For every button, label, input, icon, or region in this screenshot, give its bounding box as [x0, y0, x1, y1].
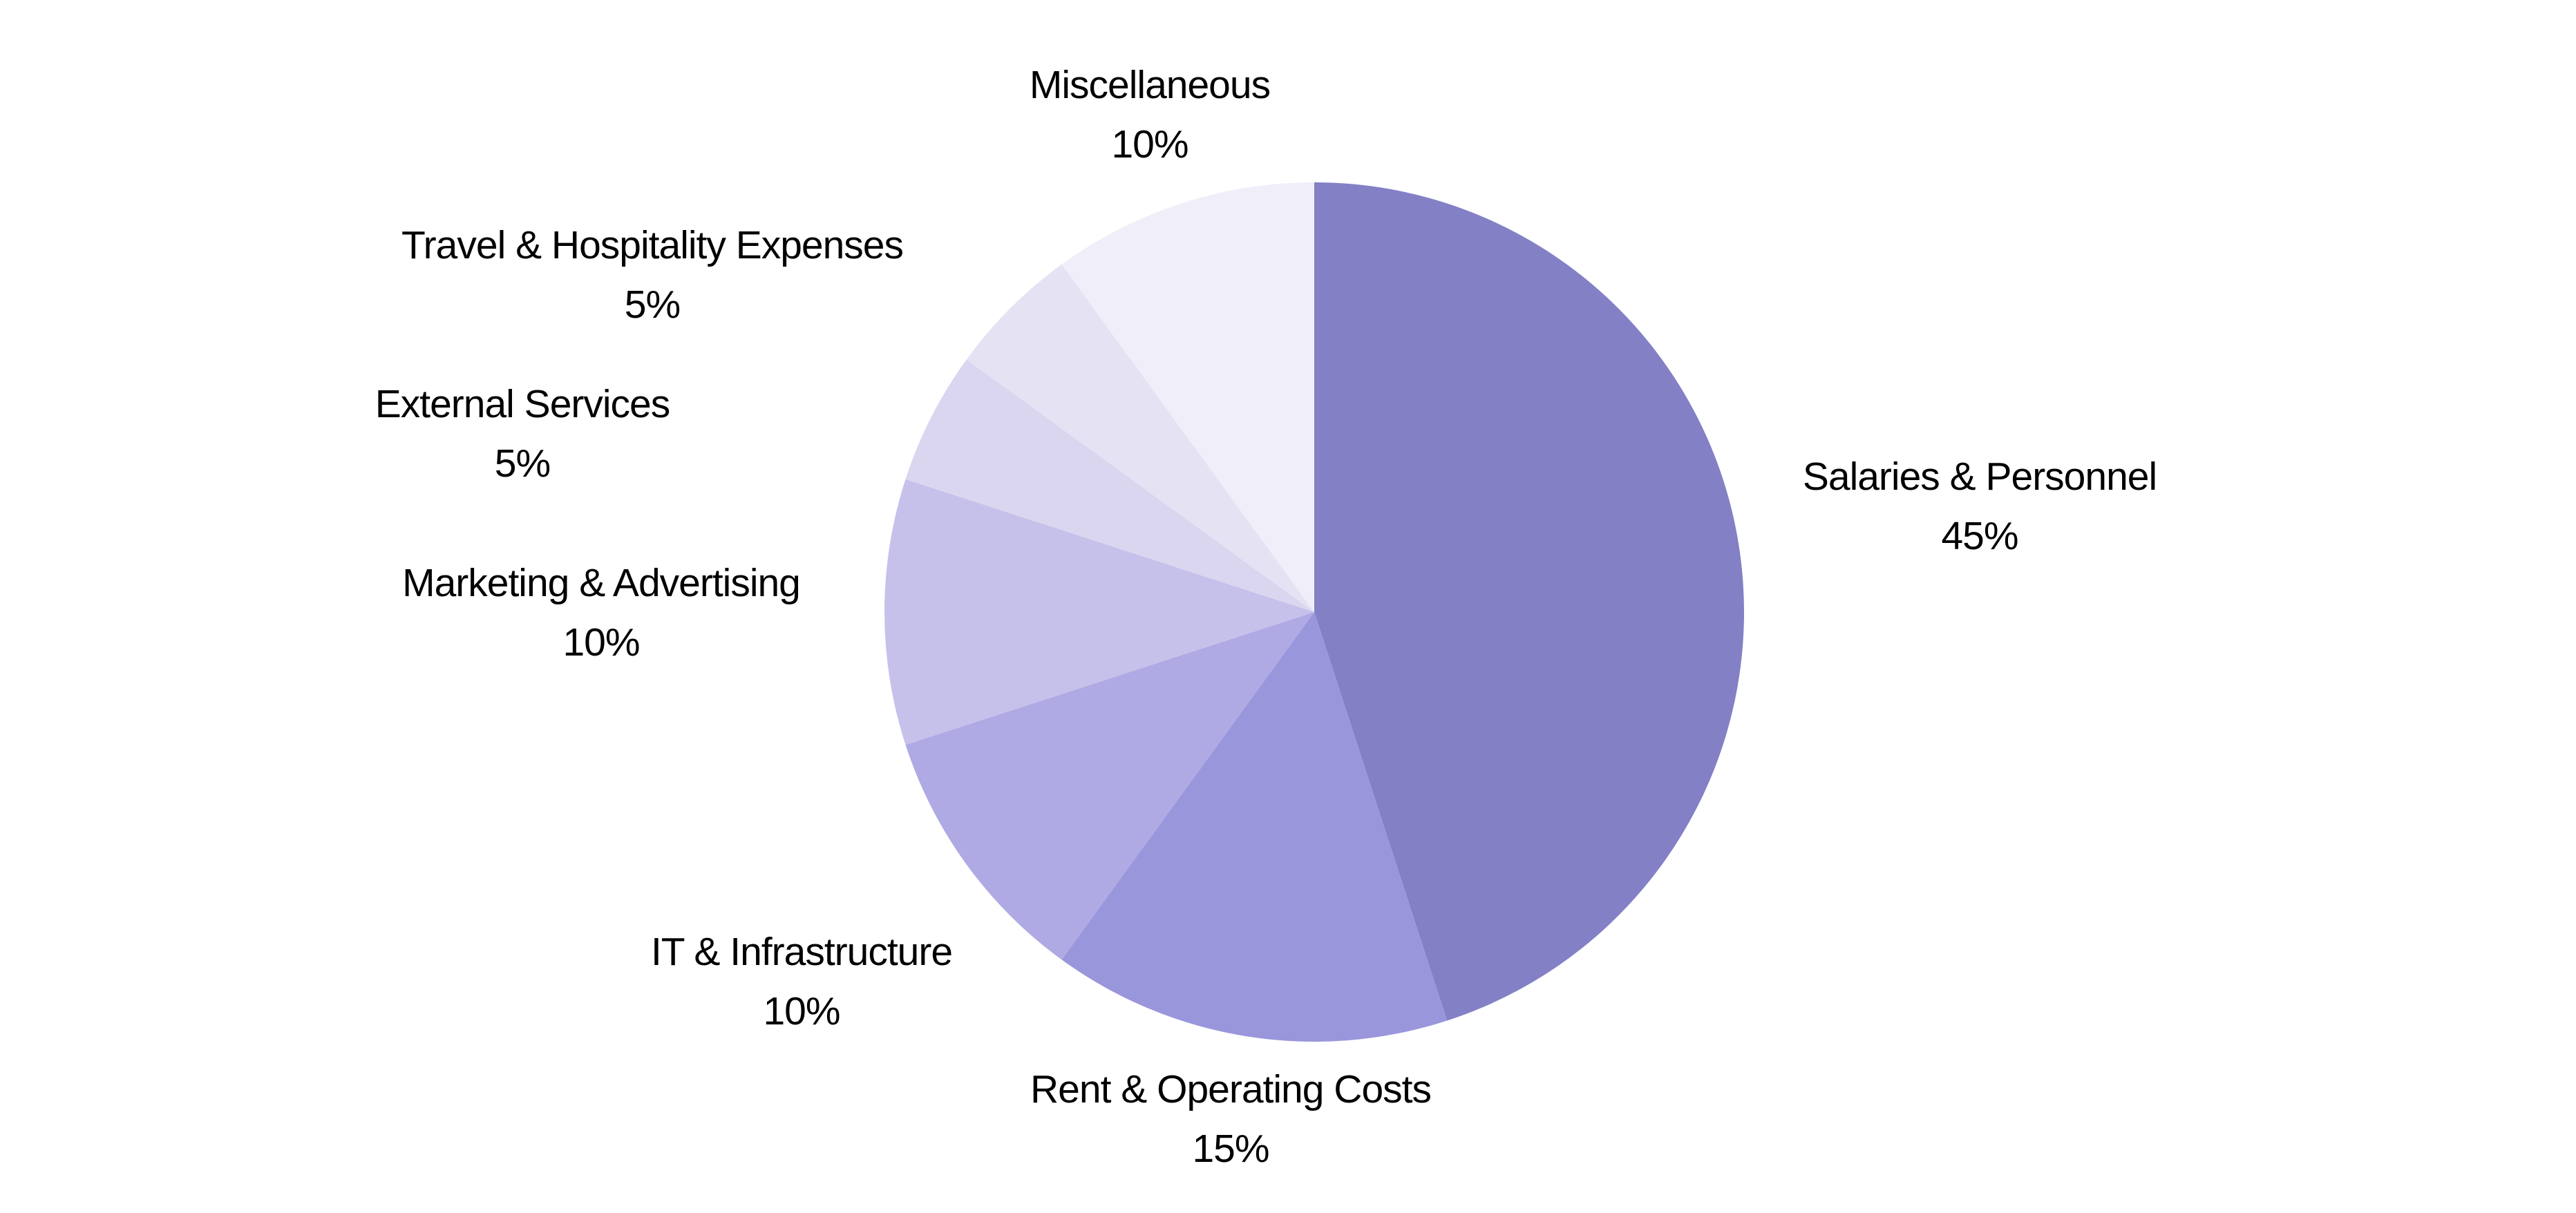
slice-label-name: Salaries & Personnel [1802, 455, 2157, 499]
pie-slice-salaries-personnel [1314, 182, 1745, 1021]
slice-label-travel-hospitality-expenses: Travel & Hospitality Expenses 5% [401, 216, 904, 334]
pie-slice-external-services [905, 359, 1314, 612]
slice-label-value: 10% [562, 620, 640, 665]
slice-label-value: 45% [1941, 514, 2018, 558]
slice-label-value: 15% [1192, 1127, 1269, 1171]
pie-slice-travel-hospitality-expenses [966, 264, 1314, 612]
slice-label-value: 5% [494, 441, 551, 486]
slice-label-name: Marketing & Advertising [402, 561, 801, 605]
slice-label-name: IT & Infrastructure [650, 930, 953, 974]
pie-slice-rent-operating-costs [1061, 612, 1448, 1042]
pie-slice-it-infrastructure [905, 612, 1314, 960]
slice-label-name: Miscellaneous [1029, 63, 1271, 107]
pie-slice-miscellaneous [1061, 182, 1314, 612]
slice-label-it-infrastructure: IT & Infrastructure 10% [650, 922, 953, 1041]
slice-label-name: External Services [375, 382, 671, 426]
slice-label-salaries-personnel: Salaries & Personnel 45% [1803, 447, 2157, 566]
slice-label-external-services: External Services 5% [375, 374, 671, 493]
pie-slice-marketing-advertising [884, 479, 1314, 745]
slice-label-name: Travel & Hospitality Expenses [401, 223, 904, 267]
slice-label-value: 5% [624, 283, 681, 327]
slice-label-value: 10% [763, 989, 840, 1033]
slice-label-name: Rent & Operating Costs [1030, 1067, 1432, 1111]
slice-label-rent-operating-costs: Rent & Operating Costs 15% [1030, 1060, 1432, 1178]
slice-label-marketing-advertising: Marketing & Advertising 10% [402, 553, 801, 672]
slice-label-value: 10% [1111, 122, 1188, 166]
slice-label-miscellaneous: Miscellaneous 10% [1029, 55, 1271, 174]
